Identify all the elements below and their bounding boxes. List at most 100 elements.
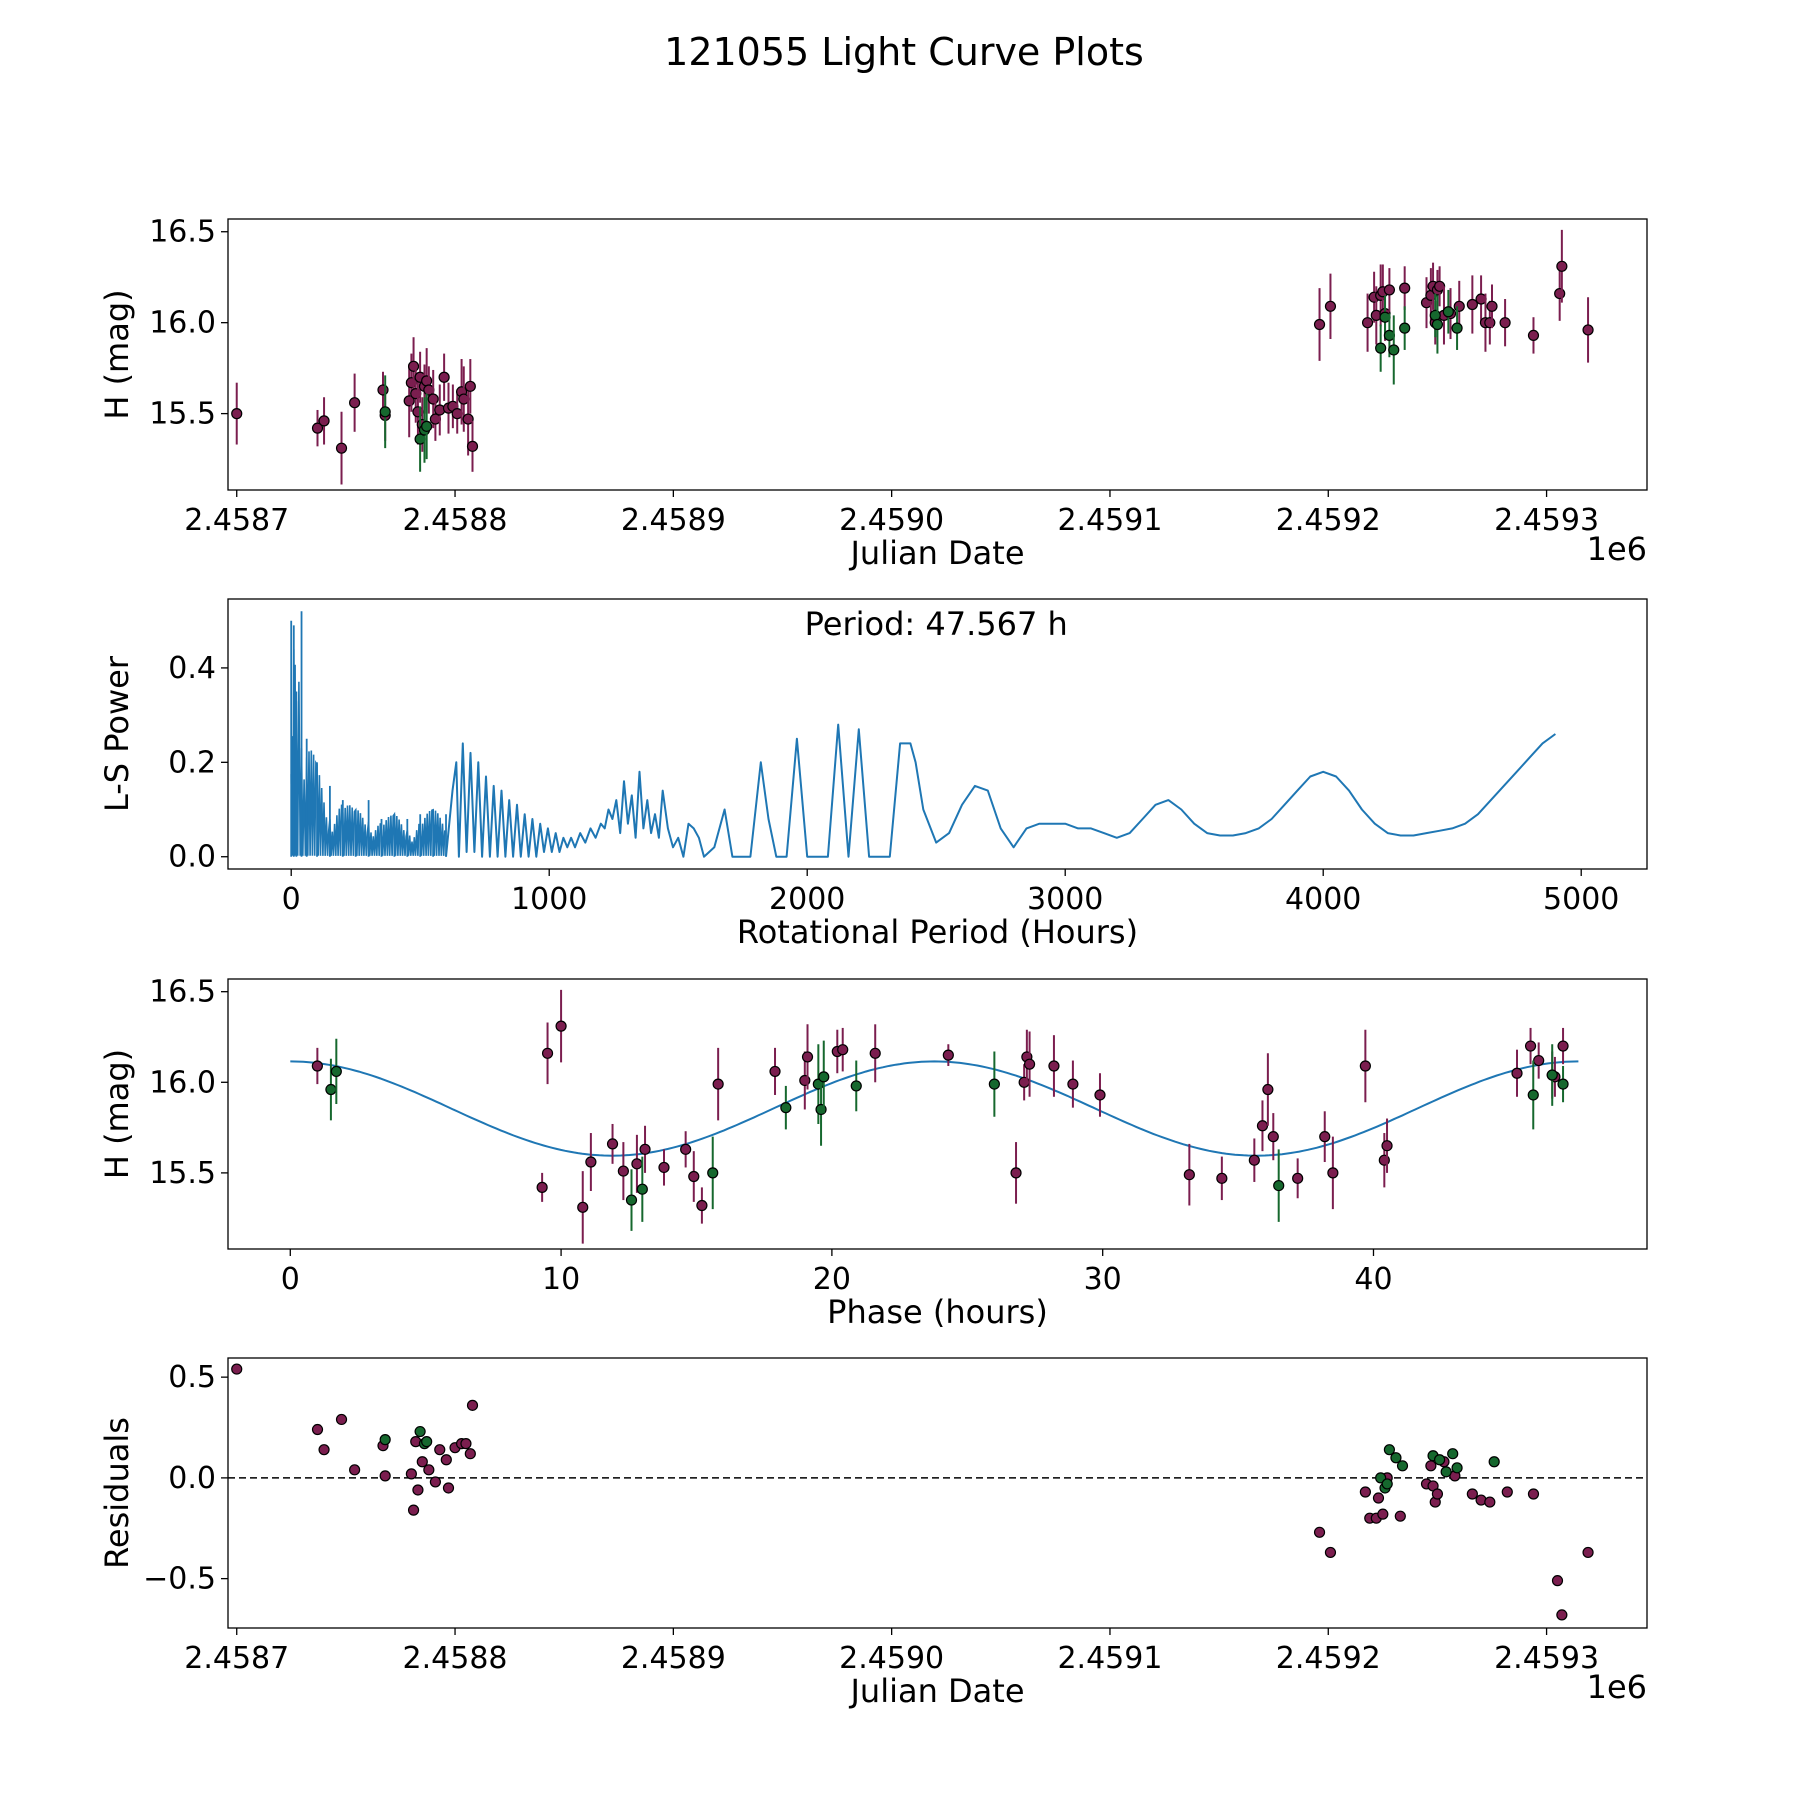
data-point-r [1381, 1140, 1393, 1152]
data-point-r [1431, 1488, 1444, 1500]
data-point-g [780, 1102, 792, 1114]
data-point-r [1359, 1060, 1371, 1072]
data-point-r [1313, 318, 1326, 331]
x-tick-label: 0 [281, 1262, 300, 1297]
model-curve [290, 1060, 1579, 1157]
data-point-g [379, 406, 391, 418]
data-point-r [555, 1020, 567, 1032]
data-point-r [318, 415, 330, 427]
data-point-r [335, 442, 348, 454]
data-point-r [416, 1456, 428, 1468]
data-point-r [1501, 1486, 1513, 1498]
plot-area [231, 229, 1594, 485]
data-point-g [1434, 1454, 1446, 1466]
axes-frame [227, 978, 1648, 1250]
x-tick-label: 2000 [769, 882, 845, 917]
x-tick-label: 2.4589 [621, 1641, 726, 1676]
x-tick-label: 2.4588 [403, 503, 508, 538]
y-tick-label: 0.0 [168, 1461, 216, 1496]
y-axis-label: H (mag) [98, 1049, 136, 1179]
data-point-r [696, 1199, 708, 1212]
data-point-r [680, 1143, 692, 1155]
data-point-r [712, 1078, 724, 1090]
data-point-r [1256, 1120, 1269, 1132]
data-point-r [1383, 284, 1395, 296]
data-point-g [1399, 322, 1411, 334]
x-axis-label: Julian Date [848, 534, 1024, 572]
data-point-g [1488, 1456, 1500, 1468]
data-point-r [462, 413, 474, 425]
data-point-r [407, 1504, 420, 1516]
x-axis-label: Julian Date [848, 1672, 1024, 1710]
data-point-r [1023, 1058, 1036, 1070]
data-point-r [311, 1423, 324, 1436]
data-point-g [1527, 1089, 1539, 1101]
data-point-g [1388, 344, 1400, 356]
data-point-r [1010, 1167, 1022, 1179]
x-tick-label: 0 [282, 882, 301, 917]
periodogram-panel: 0 1000 2000 3000 4000 5000 0.0 0.2 0.4 Rotational… [98, 598, 1648, 951]
data-point-r [1524, 1040, 1537, 1052]
x-offset-label: 1e6 [1587, 530, 1647, 568]
data-point-g [1375, 342, 1387, 354]
data-point-r [1551, 1575, 1564, 1587]
data-point-r [1361, 317, 1374, 329]
data-point-r [1556, 260, 1568, 272]
data-point-r [1267, 1131, 1279, 1143]
period-annotation: Period: 47.567 h [805, 605, 1068, 643]
y-tick-label: 0.5 [168, 1360, 216, 1395]
x-axis-label: Rotational Period (Hours) [737, 913, 1138, 951]
data-point-r [942, 1049, 954, 1061]
x-tick-label: 40 [1354, 1262, 1392, 1297]
y-tick-label: 0.0 [168, 840, 216, 875]
data-point-r [631, 1158, 643, 1170]
data-point-r [427, 393, 439, 405]
data-point-r [541, 1047, 554, 1059]
data-point-r [434, 1444, 446, 1456]
data-point-r [377, 384, 389, 396]
data-point-r [585, 1156, 597, 1168]
data-point-r [1183, 1169, 1195, 1181]
x-tick-label: 2.4587 [184, 503, 289, 538]
plot-area [228, 1363, 1647, 1621]
data-point-r [231, 408, 243, 420]
data-point-r [801, 1051, 814, 1063]
data-point-r [1527, 329, 1540, 342]
data-point-r [412, 1484, 424, 1496]
y-axis-label: L-S Power [98, 655, 136, 812]
data-point-r [1527, 1488, 1540, 1500]
data-point-r [606, 1138, 619, 1150]
data-point-g [1557, 1078, 1569, 1090]
data-point-r [318, 1444, 330, 1456]
axes-frame [227, 218, 1648, 491]
data-point-g [636, 1183, 648, 1195]
data-point-r [442, 1482, 455, 1494]
data-point-r [577, 1201, 589, 1213]
x-tick-label: 2.4587 [184, 1641, 289, 1676]
y-tick-label: 15.5 [149, 397, 216, 432]
x-tick-label: 2.4591 [1057, 503, 1162, 538]
data-point-r [1262, 1083, 1274, 1096]
data-point-r [617, 1165, 629, 1177]
data-point-g [421, 420, 433, 432]
x-tick-label: 2.4590 [839, 1641, 944, 1676]
data-point-r [1466, 1488, 1478, 1500]
data-point-r [438, 371, 450, 383]
data-point-r [1425, 1460, 1437, 1472]
x-tick-label: 2.4590 [839, 503, 944, 538]
data-point-g [414, 1425, 426, 1438]
x-offset-label: 1e6 [1587, 1668, 1647, 1706]
data-point-r [1094, 1089, 1106, 1101]
data-point-r [464, 380, 476, 392]
data-point-r [1466, 298, 1478, 311]
data-point-r [688, 1170, 700, 1183]
data-point-g [1451, 322, 1463, 334]
data-point-g [330, 1065, 342, 1078]
y-tick-label: 16.0 [149, 306, 216, 341]
data-point-r [429, 1476, 441, 1488]
x-tick-label: 2.4593 [1494, 1641, 1599, 1676]
data-point-r [421, 375, 433, 387]
y-axis-label: Residuals [98, 1417, 136, 1569]
data-point-g [707, 1167, 719, 1179]
